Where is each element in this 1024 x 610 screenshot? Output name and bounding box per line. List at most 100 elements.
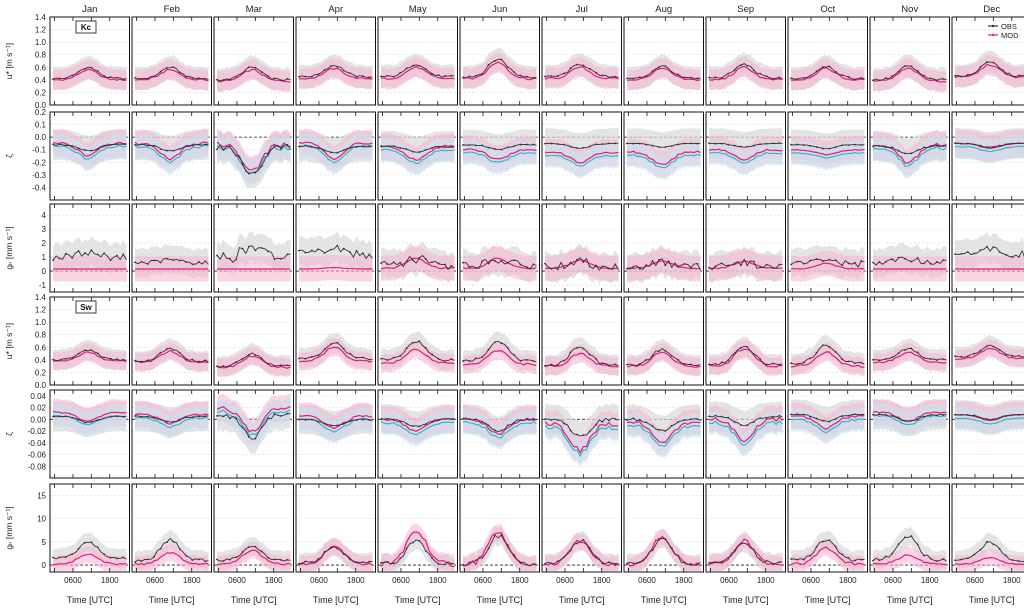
panel-frame <box>377 483 458 573</box>
panel <box>623 16 704 106</box>
obs-point <box>658 428 660 431</box>
mod-series-line <box>380 531 455 568</box>
obs-point <box>740 145 742 148</box>
y-tick-label: -0.1 <box>32 146 46 155</box>
obs-point <box>973 414 976 417</box>
obs-point <box>740 424 742 426</box>
obs-point <box>84 149 86 151</box>
obs-point <box>317 420 320 423</box>
obs-point <box>854 559 856 562</box>
obs-point <box>544 562 546 565</box>
obs-point <box>513 145 516 148</box>
obs-point <box>815 258 818 261</box>
obs-point <box>992 345 995 348</box>
obs-point <box>954 253 956 256</box>
mod2-series-line <box>872 414 947 426</box>
obs-point <box>412 150 414 153</box>
obs-point <box>90 249 93 252</box>
obs-point <box>720 560 723 563</box>
obs-point <box>273 145 276 148</box>
obs-point <box>822 344 824 347</box>
obs-point <box>462 417 464 420</box>
obs-point <box>235 417 238 420</box>
obs-point <box>450 358 453 360</box>
mod2-series-line <box>544 154 619 167</box>
y-tick-label: -0.06 <box>28 451 47 460</box>
obs-point <box>431 147 434 149</box>
obs-point <box>166 257 168 260</box>
obs-point <box>84 252 86 254</box>
obs-point <box>172 349 175 351</box>
obs-point <box>474 559 477 562</box>
obs-point <box>973 143 976 146</box>
obs-point <box>778 263 781 266</box>
mod-uncertainty-band <box>627 343 701 377</box>
panel <box>541 296 622 386</box>
obs-point <box>608 142 610 145</box>
obs-point <box>304 251 307 254</box>
obs-point <box>733 549 736 552</box>
obs-point <box>444 360 446 363</box>
obs-point <box>304 560 307 563</box>
obs-point <box>198 360 200 363</box>
panel-frame <box>951 16 1024 106</box>
obs-point <box>897 149 900 152</box>
obs-point <box>248 353 250 356</box>
panel-frame <box>295 296 376 386</box>
obs-point <box>185 358 188 360</box>
obs-point <box>506 66 509 69</box>
obs-point <box>778 561 781 564</box>
obs-point <box>878 144 881 147</box>
obs-point <box>595 358 598 360</box>
obs-point <box>752 353 755 355</box>
obs-point <box>166 66 168 69</box>
obs-point <box>690 142 692 145</box>
obs-point <box>140 360 143 363</box>
obs-point <box>506 347 509 349</box>
obs-point <box>936 414 938 417</box>
obs-point <box>462 261 464 264</box>
panel-frame <box>705 296 786 386</box>
obs-point <box>809 144 812 147</box>
panel <box>951 389 1024 479</box>
obs-point <box>298 357 300 360</box>
obs-point <box>670 266 673 268</box>
obs-point <box>134 359 136 362</box>
obs-point <box>563 359 566 362</box>
mod-uncertainty-band <box>545 532 619 571</box>
x-tick-label: 1800 <box>347 576 365 585</box>
panel <box>705 111 786 201</box>
obs-point <box>878 79 881 82</box>
obs-point <box>481 144 484 147</box>
obs-point <box>450 418 453 421</box>
obs-point <box>626 142 628 145</box>
obs-point <box>487 348 490 351</box>
obs-point <box>474 418 477 421</box>
obs-point <box>437 74 440 76</box>
obs-point <box>778 363 781 366</box>
obs-point <box>248 245 250 248</box>
obs-point <box>966 557 969 560</box>
obs-series-line <box>52 249 127 261</box>
mod2-series-line <box>134 144 209 164</box>
obs-point <box>632 417 635 420</box>
obs-point <box>191 263 194 266</box>
panel <box>705 483 786 573</box>
obs-point <box>923 554 926 557</box>
obs-point <box>986 61 988 64</box>
mod2-uncertainty-band <box>709 140 783 176</box>
obs-point <box>556 363 559 366</box>
obs-point <box>897 70 900 73</box>
obs-point <box>683 561 686 564</box>
obs-point <box>140 260 143 263</box>
obs-point <box>304 357 307 360</box>
obs-point <box>109 144 112 146</box>
panel-frame <box>623 203 704 293</box>
obs-point <box>872 358 874 361</box>
obs-point <box>96 546 99 549</box>
obs-point <box>228 145 231 148</box>
obs-point <box>626 363 628 366</box>
obs-point <box>872 79 874 82</box>
obs-point <box>172 149 175 152</box>
obs-point <box>790 263 792 266</box>
